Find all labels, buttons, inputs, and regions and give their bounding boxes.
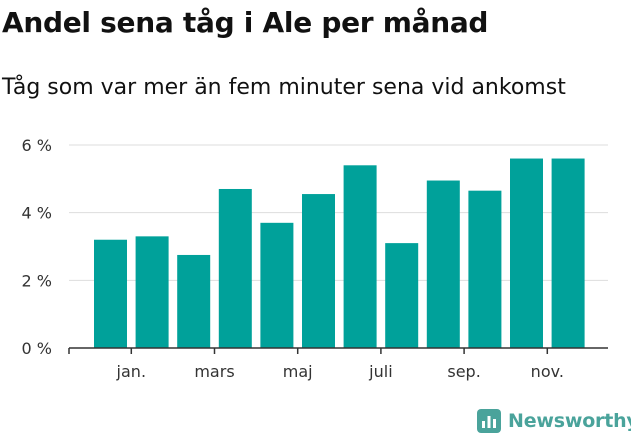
bar — [302, 194, 335, 348]
bar — [343, 165, 377, 348]
y-tick-label: 0 % — [22, 339, 52, 358]
x-tick-label: jan. — [116, 362, 146, 381]
x-tick-label: mars — [194, 362, 234, 381]
y-axis-labels: 0 % 2 % 4 % 6 % — [22, 136, 52, 358]
x-tick-label: sep. — [447, 362, 480, 381]
bar — [510, 158, 543, 348]
y-tick-label: 2 % — [22, 271, 52, 290]
x-tick-label: maj — [283, 362, 313, 381]
bar — [385, 243, 419, 348]
x-axis — [68, 347, 608, 354]
bar — [177, 254, 211, 348]
newsworthy-chart-icon — [477, 409, 501, 433]
brand-name: Newsworthy — [508, 410, 631, 432]
bar — [94, 239, 127, 348]
bar — [218, 188, 252, 348]
x-axis-labels: jan. mars maj juli sep. nov. — [116, 362, 564, 381]
bar — [551, 158, 585, 348]
bar — [135, 236, 169, 348]
chart-subtitle: Tåg som var mer än fem minuter sena vid … — [2, 75, 566, 100]
newsworthy-logo: Newsworthy — [476, 406, 631, 436]
x-tick-label: juli — [368, 362, 392, 381]
x-tick-label: nov. — [531, 362, 564, 381]
y-tick-label: 4 % — [22, 204, 52, 223]
bar — [468, 190, 502, 348]
bar — [260, 222, 294, 348]
bar — [426, 180, 460, 348]
chart-title: Andel sena tåg i Ale per månad — [2, 6, 489, 39]
bars — [94, 158, 585, 348]
y-tick-label: 6 % — [22, 136, 52, 155]
